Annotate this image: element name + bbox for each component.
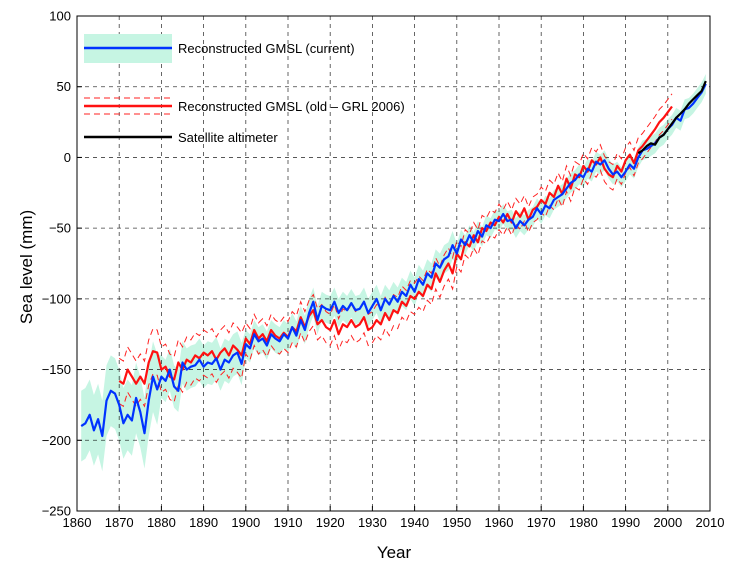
x-axis-title: Year (377, 543, 412, 562)
band-current (81, 74, 706, 472)
x-tick-label: 1970 (527, 515, 556, 530)
line-current (80, 83, 707, 438)
x-tick-label: 1920 (316, 515, 345, 530)
x-tick-label: 1980 (569, 515, 598, 530)
y-tick-label: −200 (42, 433, 71, 448)
grid (77, 16, 710, 511)
legend-label-current: Reconstructed GMSL (current) (178, 41, 355, 56)
y-tick-label: −150 (42, 362, 71, 377)
legend-label-old: Reconstructed GMSL (old – GRL 2006) (178, 99, 405, 114)
x-tick-label: 1990 (611, 515, 640, 530)
x-tick-label: 1910 (274, 515, 303, 530)
x-tick-label: 1960 (485, 515, 514, 530)
x-tick-label: 1900 (231, 515, 260, 530)
x-tick-label: 1880 (147, 515, 176, 530)
y-tick-label: 50 (57, 79, 71, 94)
x-tick-label: 2000 (653, 515, 682, 530)
x-tick-label: 1940 (400, 515, 429, 530)
x-tick-label: 1890 (189, 515, 218, 530)
y-axis-title: Sea level (mm) (17, 210, 36, 324)
y-tick-label: −50 (49, 221, 71, 236)
legend-label-altimeter: Satellite altimeter (178, 130, 278, 145)
axis-ticks: 1860 1870 1880 1890 1900 1910 1920 1930 1940 1950… (42, 9, 725, 531)
x-tick-label: 1860 (63, 515, 92, 530)
y-tick-label: 0 (64, 150, 71, 165)
x-tick-label: 2010 (696, 515, 725, 530)
current-uncertainty-band (81, 74, 706, 472)
series-lines (80, 80, 707, 438)
y-tick-label: −100 (42, 291, 71, 306)
x-tick-label: 1950 (442, 515, 471, 530)
x-tick-label: 1870 (105, 515, 134, 530)
x-tick-label: 1930 (358, 515, 387, 530)
plot-frame (76, 15, 711, 512)
line-altimeter (637, 80, 707, 155)
line-old (118, 105, 673, 385)
legend: Reconstructed GMSL (current) Reconstruct… (84, 34, 405, 145)
line-old-upper-bound (118, 93, 673, 363)
line-old-lower-bound (118, 118, 673, 408)
y-tick-label: 100 (49, 9, 71, 24)
y-tick-label: −250 (42, 504, 71, 519)
